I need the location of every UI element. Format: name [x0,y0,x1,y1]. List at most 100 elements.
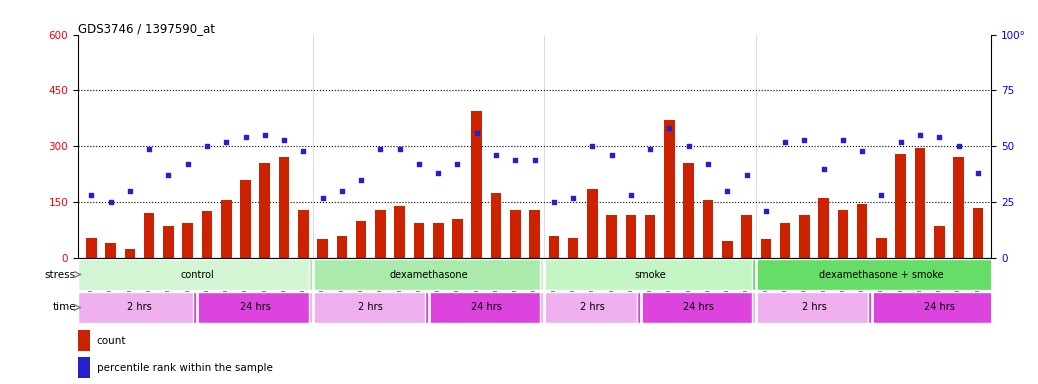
Bar [105,243,116,258]
Point [603,152,620,158]
Point [641,146,658,152]
Point [969,170,986,176]
Bar [201,212,212,258]
Bar [568,238,578,258]
Point [546,199,563,205]
Bar [761,239,771,258]
Bar [664,120,675,258]
FancyBboxPatch shape [193,292,317,323]
Point [565,195,581,201]
Point [121,188,138,194]
Text: dexamethasone: dexamethasone [389,270,468,280]
Point [911,132,928,138]
Point [83,192,100,199]
Point [507,157,523,163]
Bar [626,215,636,258]
Bar [453,219,463,258]
Bar [375,210,386,258]
Point [103,199,119,205]
Bar [336,236,347,258]
Point [719,188,736,194]
Bar [876,238,886,258]
Point [353,177,370,183]
Bar [221,200,231,258]
FancyBboxPatch shape [753,259,1011,290]
Point [218,139,235,145]
Bar [144,214,155,258]
Point [180,161,196,167]
Bar [298,210,308,258]
Point [391,146,408,152]
Text: 24 hrs: 24 hrs [683,303,714,313]
FancyBboxPatch shape [541,292,645,323]
Point [738,172,755,179]
Text: time: time [52,303,76,313]
FancyBboxPatch shape [78,292,201,323]
Point [873,192,890,199]
Point [141,146,158,152]
Bar [86,238,97,258]
Bar [799,215,810,258]
Bar [510,210,521,258]
Point [449,161,466,167]
Point [411,161,428,167]
Text: 2 hrs: 2 hrs [801,303,826,313]
Text: dexamethasone + smoke: dexamethasone + smoke [819,270,944,280]
Bar [683,163,694,258]
Bar [394,206,405,258]
FancyBboxPatch shape [309,259,548,290]
Point [488,152,504,158]
Bar [125,249,135,258]
Bar [588,189,598,258]
Text: smoke: smoke [634,270,666,280]
Bar [414,223,425,258]
Bar [934,226,945,258]
Bar [818,199,829,258]
Bar [318,239,328,258]
Point [854,148,871,154]
Bar [433,223,443,258]
Bar [896,154,906,258]
Point [796,136,813,142]
FancyBboxPatch shape [78,259,317,290]
Bar [838,210,848,258]
Point [526,157,543,163]
Point [931,134,948,141]
Bar [914,148,925,258]
Point [584,143,601,149]
Text: 24 hrs: 24 hrs [471,303,501,313]
FancyBboxPatch shape [425,292,548,323]
Point [276,136,293,142]
Point [661,125,678,131]
Point [238,134,254,141]
Point [758,208,774,214]
FancyBboxPatch shape [868,292,1011,323]
Point [160,172,176,179]
Bar [529,210,540,258]
FancyBboxPatch shape [541,259,760,290]
Point [468,130,485,136]
Bar [953,157,964,258]
Point [198,143,215,149]
Text: stress: stress [45,270,76,280]
Point [681,143,698,149]
Bar [780,223,790,258]
Bar [163,226,173,258]
Bar [741,215,752,258]
Bar [491,193,501,258]
Point [776,139,793,145]
FancyBboxPatch shape [753,292,876,323]
Text: 2 hrs: 2 hrs [127,303,152,313]
Point [835,136,851,142]
Bar [722,241,733,258]
Bar [260,163,270,258]
Bar [183,223,193,258]
Point [893,139,909,145]
Bar [703,200,713,258]
Bar [78,330,90,351]
Point [950,143,966,149]
Bar [356,221,366,258]
Text: count: count [97,336,126,346]
Point [295,148,311,154]
Text: 24 hrs: 24 hrs [924,303,955,313]
